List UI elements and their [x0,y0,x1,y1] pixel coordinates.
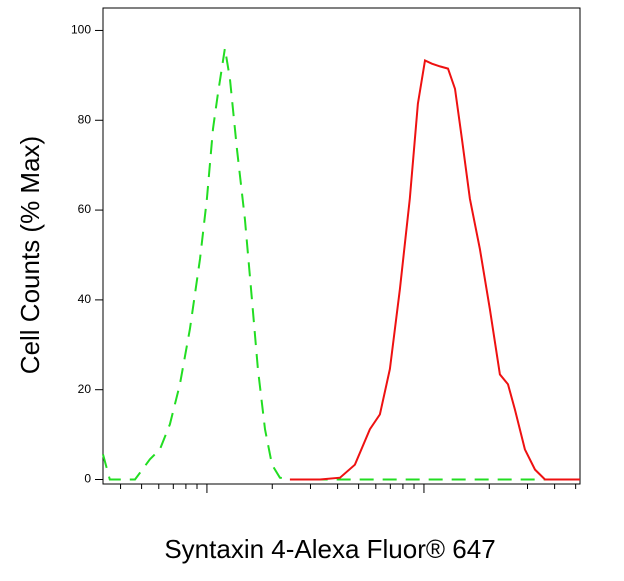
y-tick-label: 60 [78,202,92,216]
series-line [102,48,580,481]
plot-frame [102,7,581,485]
y-tick-label: 40 [78,292,92,306]
y-tick-label: 100 [71,23,91,37]
y-axis-title: Cell Counts (% Max) [15,136,45,374]
y-tick-label: 20 [78,382,92,396]
y-tick-label: 80 [78,112,92,126]
series-line [289,59,580,481]
y-tick-label: 0 [84,472,91,486]
x-axis-title: Syntaxin 4-Alexa Fluor® 647 [164,534,495,564]
